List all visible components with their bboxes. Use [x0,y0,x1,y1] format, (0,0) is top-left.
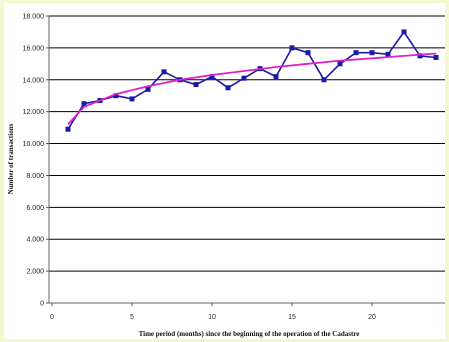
data-point [385,51,391,57]
x-tick-label: 5 [130,314,134,321]
data-point [273,74,279,80]
x-tick-labels: 0510152025 [50,314,376,321]
gridlines [49,15,445,272]
y-axis-title: Number of transactions [7,123,15,194]
line-chart: 0 2.000 4.000 6.000 8.000 10.000 12.000 14.000 1… [7,14,445,338]
series-group [65,29,439,132]
y-tick-label: 14.000 [23,77,45,84]
data-point [369,50,375,56]
y-tick-label: 8.000 [26,173,44,180]
data-point [81,101,87,107]
data-point [193,82,199,88]
data-point [305,50,311,56]
data-point [129,96,135,102]
data-point [113,93,119,99]
axes [46,15,445,306]
x-axis-title: Time period (months) since the beginning… [139,330,360,338]
y-tick-label: 12.000 [23,109,45,116]
y-tick-label: 18.000 [23,14,45,21]
chart-panel: 0 2.000 4.000 6.000 8.000 10.000 12.000 14.000 1… [4,3,445,339]
data-point [225,85,231,91]
data-point [145,86,151,92]
y-tick-labels: 0 2.000 4.000 6.000 8.000 10.000 12.000 14.000 1… [23,14,45,308]
data-point [321,77,327,83]
x-tick-label: 20 [368,314,376,321]
data-point [161,69,167,75]
data-point [209,74,215,80]
trend-line [67,52,437,126]
y-tick-label: 0 [40,301,44,308]
data-point [289,45,295,51]
y-tick-label: 4.000 [26,237,44,244]
series-line [67,31,437,130]
data-point [433,54,439,60]
y-tick-label: 2.000 [26,269,44,276]
x-tick-label: 10 [208,314,216,321]
y-tick-label: 10.000 [23,141,45,148]
data-point [65,126,71,132]
data-point [337,61,343,67]
y-tick-label: 16.000 [23,45,45,52]
plot-area [49,16,445,303]
x-tick-label: 0 [50,314,54,321]
data-point [401,29,407,35]
data-point [417,53,423,59]
data-point [353,50,359,56]
data-point [241,75,247,81]
y-tick-label: 6.000 [26,205,44,212]
x-tick-label: 15 [288,314,296,321]
